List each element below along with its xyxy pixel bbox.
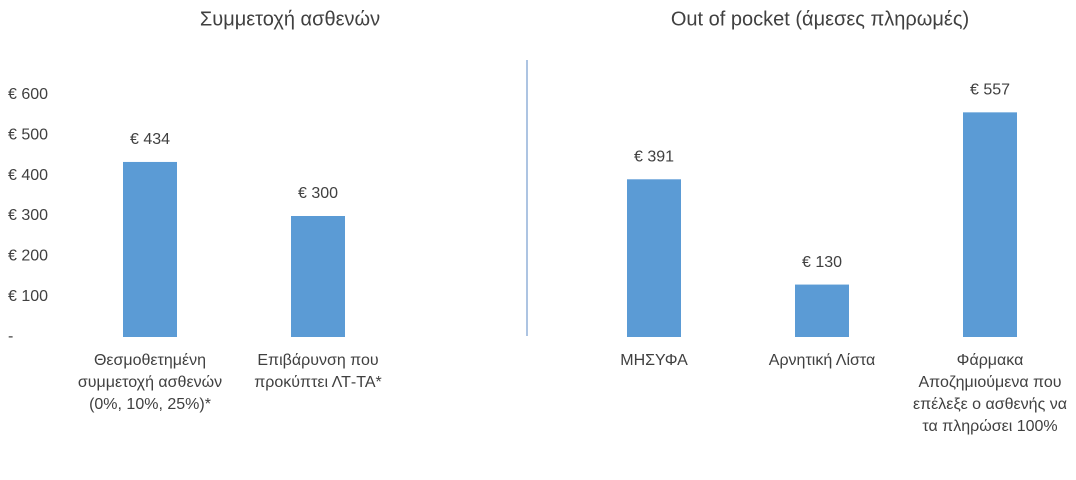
y-tick-label: € 100 <box>8 288 48 305</box>
group-title: Συμμετοχή ασθενών <box>200 8 380 30</box>
data-label: € 557 <box>970 82 1010 99</box>
bar <box>963 112 1017 338</box>
bar <box>795 284 849 337</box>
x-tick-label: Αρνητική Λίστα <box>768 352 876 369</box>
data-label: € 434 <box>130 131 170 148</box>
group-title: Out of pocket (άμεσες πληρωμές) <box>671 8 969 30</box>
x-tick-label: Φάρμακα Αποζημιούμενα που επέλεξε ο ασθε… <box>913 352 1067 435</box>
y-tick-label: - <box>8 328 13 345</box>
y-tick-label: € 300 <box>8 207 48 224</box>
x-tick-label: Επιβάρυνση που προκύπτει ΛΤ-ΤΑ* <box>254 352 382 391</box>
y-tick-label: € 200 <box>8 248 48 265</box>
y-tick-label: € 400 <box>8 167 48 184</box>
data-label: € 300 <box>298 185 338 202</box>
x-tick-label: Θεσμοθετημένη συμμετοχή ασθενών (0%, 10%… <box>77 352 223 413</box>
bar <box>627 179 681 337</box>
bar <box>123 161 177 337</box>
x-tick-label: ΜΗΣΥΦΑ <box>620 352 688 369</box>
y-tick-label: € 600 <box>8 86 48 103</box>
bar <box>291 216 345 337</box>
data-label: € 130 <box>802 254 842 271</box>
y-tick-label: € 500 <box>8 127 48 144</box>
data-label: € 391 <box>634 149 674 166</box>
